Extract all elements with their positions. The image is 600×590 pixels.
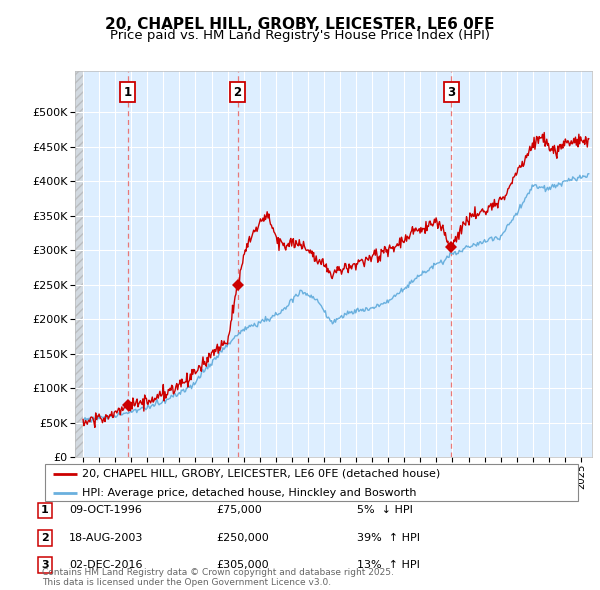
- Text: 09-OCT-1996: 09-OCT-1996: [69, 506, 142, 515]
- Text: £75,000: £75,000: [216, 506, 262, 515]
- Text: 1: 1: [124, 86, 131, 99]
- Text: 5%  ↓ HPI: 5% ↓ HPI: [357, 506, 413, 515]
- Text: 13%  ↑ HPI: 13% ↑ HPI: [357, 560, 420, 570]
- Text: 20, CHAPEL HILL, GROBY, LEICESTER, LE6 0FE (detached house): 20, CHAPEL HILL, GROBY, LEICESTER, LE6 0…: [83, 469, 441, 479]
- Text: 2: 2: [41, 533, 49, 543]
- Text: 3: 3: [41, 560, 49, 570]
- Text: Price paid vs. HM Land Registry's House Price Index (HPI): Price paid vs. HM Land Registry's House …: [110, 30, 490, 42]
- Text: £305,000: £305,000: [216, 560, 269, 570]
- Text: 1: 1: [41, 506, 49, 515]
- Text: 3: 3: [447, 86, 455, 99]
- Text: 20, CHAPEL HILL, GROBY, LEICESTER, LE6 0FE: 20, CHAPEL HILL, GROBY, LEICESTER, LE6 0…: [105, 17, 495, 31]
- Text: 2: 2: [233, 86, 242, 99]
- Text: £250,000: £250,000: [216, 533, 269, 543]
- Text: 18-AUG-2003: 18-AUG-2003: [69, 533, 143, 543]
- Text: 02-DEC-2016: 02-DEC-2016: [69, 560, 143, 570]
- Text: 39%  ↑ HPI: 39% ↑ HPI: [357, 533, 420, 543]
- Text: HPI: Average price, detached house, Hinckley and Bosworth: HPI: Average price, detached house, Hinc…: [83, 488, 417, 497]
- Text: Contains HM Land Registry data © Crown copyright and database right 2025.
This d: Contains HM Land Registry data © Crown c…: [42, 568, 394, 587]
- FancyBboxPatch shape: [45, 464, 578, 501]
- Bar: [75, 71, 83, 457]
